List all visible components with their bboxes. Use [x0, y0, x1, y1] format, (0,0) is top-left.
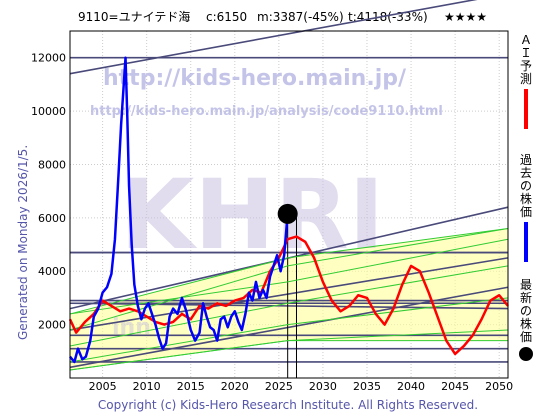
x-tick-2005: 2005: [89, 380, 117, 393]
generated-label: Generated on Monday 2026/1/5.: [16, 145, 30, 340]
y-tick-10000: 10000: [31, 105, 66, 118]
legend-char-2-0: 最: [520, 278, 532, 292]
legend-char-0-0: Ａ: [520, 33, 532, 47]
legend-char-1-3: 株: [520, 191, 532, 206]
legend-char-2-3: 株: [520, 316, 532, 331]
legend-char-1-4: 価: [520, 205, 532, 219]
watermark-url-main: http://kids-hero.main.jp/: [103, 66, 407, 91]
header-code: 9110=ユナイテド海: [78, 9, 190, 24]
watermark-url-analysis: http://kids-hero.main.jp/analysis/code91…: [90, 104, 443, 119]
legend-char-1-1: 去: [520, 166, 532, 180]
x-tick-2050: 2050: [485, 380, 513, 393]
green-band-series-0: [69, 265, 509, 347]
x-tick-2040: 2040: [397, 380, 425, 393]
plot-frame: [69, 30, 509, 379]
y-tick-8000: 8000: [38, 158, 66, 171]
green-band-series-1: [69, 238, 509, 315]
header-rating: ★★★★: [444, 10, 487, 24]
legend-char-1-2: の: [520, 179, 532, 193]
legend-char-0-2: 予: [520, 59, 532, 73]
x-tick-2035: 2035: [353, 380, 381, 393]
y-tick-6000: 6000: [38, 212, 66, 225]
legend-char-1-0: 過: [520, 153, 532, 167]
legend-swatch-2: [519, 347, 533, 361]
x-tick-2010: 2010: [133, 380, 161, 393]
header-current: c:6150: [206, 10, 247, 24]
latest-price-marker: [277, 203, 298, 224]
trend-line-2: [69, 286, 509, 369]
band-upper-series-0: [69, 228, 509, 315]
x-tick-2020: 2020: [221, 380, 249, 393]
header-target: t:4118(-33%): [348, 10, 428, 24]
x-tick-2025: 2025: [265, 380, 293, 393]
legend-char-2-2: の: [520, 304, 532, 318]
x-tick-2030: 2030: [309, 380, 337, 393]
legend-char-0-1: Ｉ: [520, 46, 532, 60]
y-tick-4000: 4000: [38, 265, 66, 278]
green-band-series-3: [69, 228, 509, 331]
y-tick-2000: 2000: [38, 319, 66, 332]
copyright-footer: Copyright (c) Kids-Hero Research Institu…: [98, 398, 478, 412]
past-series-0: [69, 56, 289, 364]
latest-marker-layer: [277, 203, 298, 224]
y-tick-12000: 12000: [31, 52, 66, 65]
x-tick-2045: 2045: [441, 380, 469, 393]
axis-ticks: 2005 2010 2015 2020 2025 2030 2035 2040 2045 2050…: [31, 52, 513, 393]
trend-line-3: [69, 0, 478, 75]
header-min: m:3387(-45%): [257, 10, 344, 24]
x-tick-2015: 2015: [177, 380, 205, 393]
legend-char-2-4: 価: [520, 330, 532, 344]
legend-char-2-1: 新: [520, 290, 532, 305]
legend-char-0-3: 測: [520, 72, 532, 86]
watermark-logo: KHRI: [120, 159, 384, 271]
band-lower-series-0: [69, 340, 508, 371]
series: [68, 56, 509, 371]
